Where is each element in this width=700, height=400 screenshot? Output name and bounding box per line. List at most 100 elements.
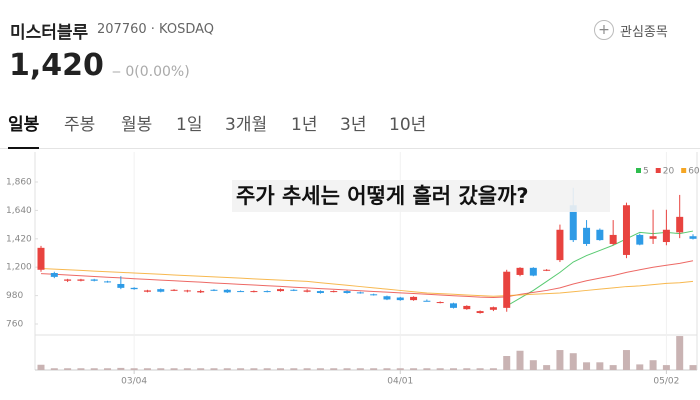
volume-bar — [529, 360, 537, 370]
volume-bar — [622, 350, 630, 370]
candle-body — [330, 291, 338, 293]
volume-bar — [250, 368, 258, 370]
volume-bar — [37, 364, 45, 370]
candle-body — [503, 271, 511, 308]
volume-bar — [117, 367, 125, 370]
candle-body — [476, 311, 484, 314]
volume-bar — [503, 356, 511, 370]
candle-body — [343, 291, 351, 294]
candle-body — [636, 234, 644, 245]
tab[interactable]: 일봉 — [8, 110, 40, 149]
candle-body — [277, 289, 285, 292]
tab[interactable]: 월봉 — [121, 115, 153, 135]
volume-bar — [210, 368, 218, 370]
candle-body — [170, 289, 178, 291]
volume-bar — [583, 362, 591, 370]
candle-body — [197, 291, 205, 293]
ma-line — [506, 230, 694, 307]
candle-body — [223, 289, 231, 293]
volume-bar — [316, 368, 324, 370]
volume-bar — [516, 350, 524, 370]
legend-label: 20 — [663, 167, 675, 177]
candle-body — [516, 267, 524, 275]
y-tick-label: 980 — [6, 291, 23, 301]
volume-bar — [77, 368, 85, 370]
watch-button[interactable]: + 관심종목 — [594, 20, 668, 40]
tab[interactable]: 10년 — [389, 115, 427, 135]
ma-line — [40, 267, 694, 297]
volume-bar — [143, 368, 151, 370]
candle-body — [50, 273, 58, 277]
candle-body — [104, 281, 112, 283]
candle-body — [596, 229, 604, 241]
candle-body — [622, 205, 630, 255]
market: KOSDAQ — [159, 22, 215, 37]
volume-bar — [170, 368, 178, 370]
volume-bar — [237, 368, 245, 370]
candle-body — [290, 289, 298, 291]
volume-bar — [183, 368, 191, 370]
tab[interactable]: 1일 — [176, 115, 203, 135]
candle-body — [543, 269, 551, 271]
volume-bar — [64, 368, 72, 370]
candle-body — [436, 302, 444, 304]
volume-bar — [383, 368, 391, 370]
candle-body — [77, 279, 85, 281]
candle-body — [370, 294, 378, 296]
candle-body — [556, 229, 564, 261]
candle-body — [383, 296, 391, 300]
legend-label: 5 — [643, 167, 649, 177]
tab[interactable]: 1년 — [291, 115, 318, 135]
candle-body — [410, 296, 418, 301]
change: 0(0.00%) — [125, 64, 190, 80]
candle-body — [356, 292, 364, 294]
candle-body — [316, 291, 324, 294]
volume-bar — [649, 360, 657, 370]
volume-bar — [436, 368, 444, 370]
candle-body — [143, 290, 151, 292]
candle-body — [609, 234, 617, 244]
candle-body — [117, 283, 125, 288]
tab[interactable]: 3개월 — [225, 115, 268, 135]
volume-bar — [410, 368, 418, 370]
volume-bar — [476, 368, 484, 370]
candle-body — [157, 289, 165, 292]
legend-swatch — [655, 168, 661, 173]
volume-bar — [370, 368, 378, 370]
volume-bar — [543, 365, 551, 370]
y-tick-label: 1,860 — [6, 178, 32, 188]
candle-body — [303, 290, 311, 292]
candle-body — [569, 205, 577, 241]
tab[interactable]: 3년 — [340, 115, 367, 135]
candle-body — [90, 279, 98, 281]
legend-swatch — [636, 168, 641, 173]
volume-bar — [157, 368, 165, 370]
chart: 1,860 1,640 1,420 1,200 980 760 03/04 04/01 05/0… — [6, 152, 700, 387]
stock-name: 미스터블루 — [10, 23, 89, 43]
volume-bar — [556, 350, 564, 370]
volume-bar — [636, 364, 644, 370]
annotation: 주가 추세는 어떻게 흘러 갔을까? — [236, 184, 529, 208]
plus-icon: + — [594, 20, 614, 40]
candle-body — [237, 291, 245, 293]
candle-body — [210, 289, 218, 291]
y-tick-label: 1,200 — [6, 263, 32, 273]
volume-bar — [596, 362, 604, 370]
x-tick-label: 03/04 — [121, 377, 147, 387]
stock-code: 207760 — [97, 22, 147, 37]
candle-body — [689, 236, 697, 239]
candle-body — [676, 216, 684, 233]
volume-bar — [90, 368, 98, 370]
legend-swatch — [681, 168, 687, 173]
volume-bar — [330, 368, 338, 370]
candle-body — [529, 267, 537, 276]
candle-body — [583, 227, 591, 244]
volume-bar — [50, 368, 58, 370]
candle-body — [183, 290, 191, 292]
tab[interactable]: 주봉 — [64, 115, 96, 135]
volume-bar — [676, 336, 684, 370]
change-line: ‒ 0(0.00%) — [112, 64, 190, 80]
candle-body — [449, 303, 457, 308]
ma-line — [40, 260, 694, 299]
